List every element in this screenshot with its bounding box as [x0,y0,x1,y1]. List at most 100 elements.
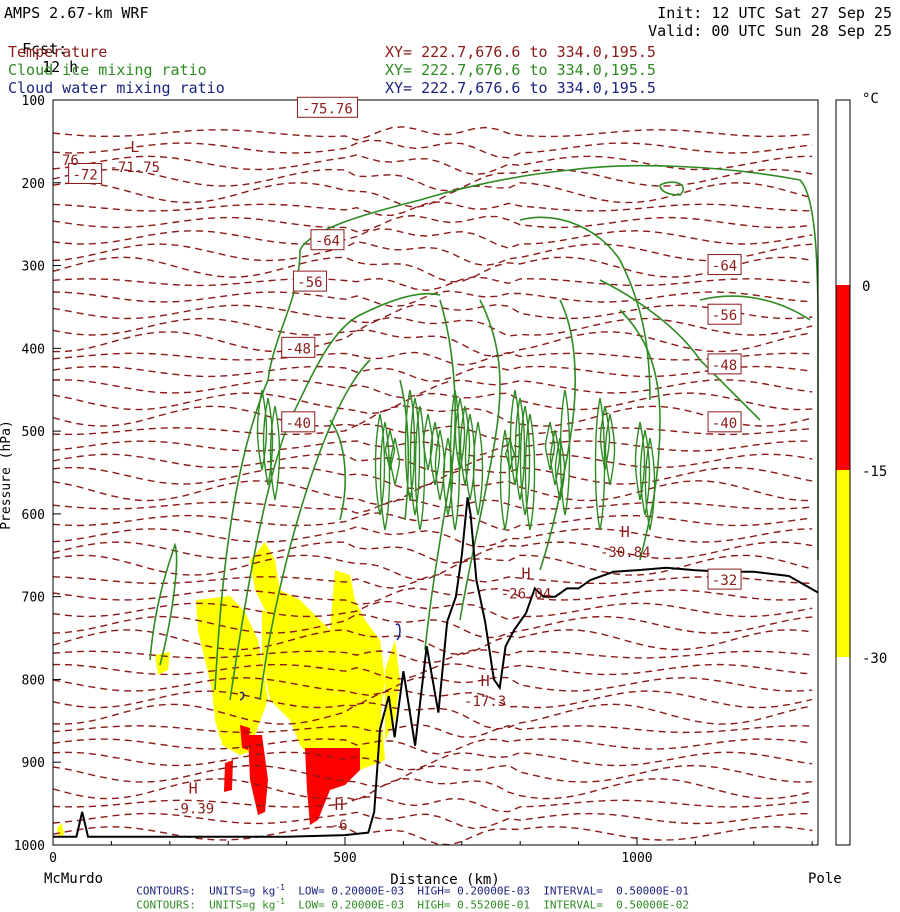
temperature-contour [52,168,813,192]
shade-red-region [240,725,250,750]
temperature-contour [52,629,813,656]
ice-contour [429,421,441,486]
temperature-label-box [310,229,345,251]
temperature-label-box [707,411,742,433]
temperature-contour [52,613,813,639]
terrain-line [53,497,819,838]
contours-water-rest: LOW= 0.20000E-03 HIGH= 0.20000E-03 INTER… [284,884,689,898]
extremum-marker: H [621,523,630,541]
ice-contour [504,437,516,471]
ice-contour [404,389,416,501]
temperature-contour [52,405,813,427]
temperature-contour [52,256,813,283]
y-tick-label: 200 [22,177,45,192]
colorbar-red-segment [836,285,850,470]
shade-red-region [248,735,268,815]
temperature-label: -64 [315,234,340,250]
extremum-marker: H [521,564,530,582]
shade-yellow-region [155,652,170,675]
ice-contour [549,429,561,486]
temperature-contour [52,777,813,801]
station-right: Pole [808,871,842,887]
temperature-contour [52,139,813,159]
temperature-contour [52,316,813,337]
temperature-label: -56 [712,308,737,324]
ice-contour [644,437,656,531]
extremum-value: -6 [331,818,348,834]
cloud-water-contour [395,623,401,641]
y-tick-label: 600 [22,508,45,523]
temperature-contour [52,724,813,738]
ice-contour [422,413,434,471]
plot-frame [52,99,819,846]
temperature-label: -48 [712,358,737,374]
temperature-contour [53,662,813,680]
temperature-contour [52,554,813,581]
forecast-label: Fcst: 12 h [4,22,78,76]
ice-contour [442,437,454,516]
ice-contour [519,405,531,516]
temperature-label: -48 [286,341,311,357]
contours-ice-info: CONTOURS: UNITS=g kg-1 LOW= 0.20000E-03 … [136,897,689,912]
extremum-value: -17.3 [464,694,506,710]
temperature-contour [52,480,813,506]
temperature-contour [52,498,813,514]
extremum-marker: H [481,672,490,690]
cloud-water-contour [239,691,245,701]
temperature-label: -40 [286,416,311,432]
temperature-contour [52,440,813,457]
temperature-contour [52,811,813,830]
ice-contour [454,397,466,471]
ice-contour [559,389,571,516]
field-water-xy: XY= 222.7,676.6 to 334.0,195.5 [385,79,656,97]
temperature-contour [52,423,813,440]
temperature-contour [52,379,813,399]
temperature-label: -32 [712,573,737,589]
valid-time: Valid: 00 UTC Sun 28 Sep 25 [648,22,892,40]
temperature-label-box [707,568,742,590]
temperature-label: -72 [72,168,97,184]
ice-contour [599,279,761,421]
x-tick-label: 0 [49,851,57,866]
extremum-marker: L [130,138,139,156]
colorbar-tick-label: -30 [862,651,887,667]
ice-contour [229,292,441,701]
forecast-value: 12 h [42,58,79,76]
temperature-contour [52,392,813,415]
ice-contour [459,299,501,621]
colorbar-outline [835,99,851,846]
contours-ice-units: CONTOURS: UNITS=g kg [136,898,276,912]
ice-contour [459,405,471,486]
temperature-contour [52,329,813,358]
ice-contour [554,437,566,501]
temperature-contour [52,214,813,233]
temperature-label: -75.76 [302,101,353,117]
ice-contour [594,397,606,531]
temperature-contour [52,826,813,846]
colorbar-tick-label: -15 [862,464,887,480]
temperature-label-box [707,254,742,276]
temperature-contour [52,701,813,730]
temperature-contour [52,525,813,548]
ice-contour [604,413,616,486]
temperature-label: -64 [712,259,737,275]
temperature-contour [52,512,813,532]
ice-contour [659,181,684,196]
x-axis-label: Distance (km) [390,872,500,888]
ice-contour [259,359,371,701]
contours-ice-rest: LOW= 0.20000E-03 HIGH= 0.55200E-01 INTER… [284,898,689,912]
field-temperature-name: Temperature [8,43,108,61]
y-tick-label: 700 [22,591,45,606]
ice-contour [639,429,651,516]
temperature-contour [52,689,813,709]
temperature-label-box [707,303,742,325]
temperature-label-box [281,411,316,433]
temperature-contour [52,304,813,324]
field-ice-xy: XY= 222.7,676.6 to 334.0,195.5 [385,61,656,79]
y-tick-label: 100 [22,94,45,109]
ice-contour [379,421,391,531]
contours-water-info: CONTOURS: UNITS=g kg-1 LOW= 0.20000E-03 … [136,883,689,898]
ice-contour [514,397,526,501]
forecast-key: Fcst: [22,40,68,58]
